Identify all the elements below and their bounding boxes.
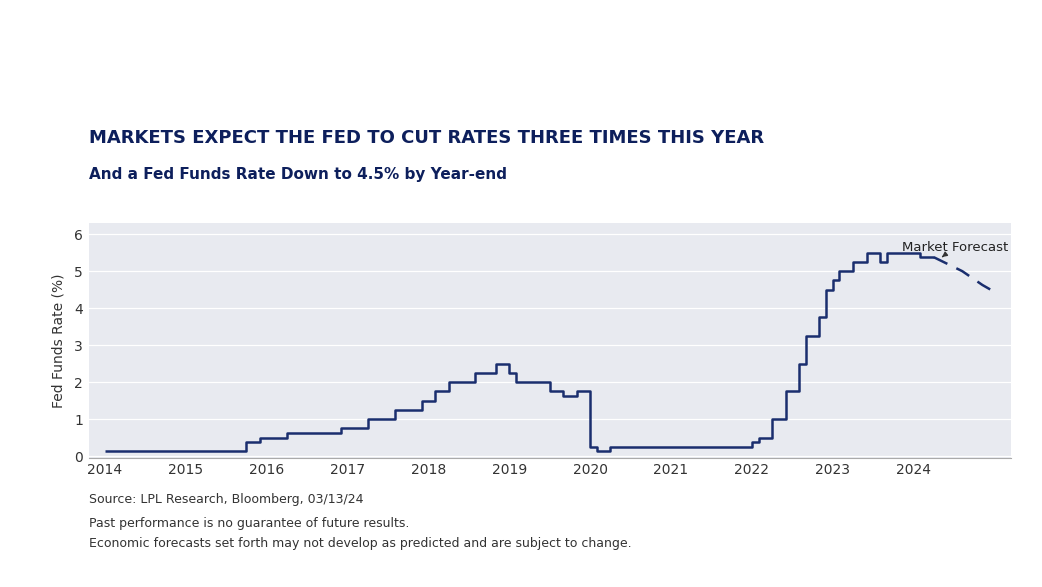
Text: Market Forecast: Market Forecast bbox=[901, 241, 1008, 257]
Text: And a Fed Funds Rate Down to 4.5% by Year-end: And a Fed Funds Rate Down to 4.5% by Yea… bbox=[89, 167, 506, 182]
Text: Source: LPL Research, Bloomberg, 03/13/24: Source: LPL Research, Bloomberg, 03/13/2… bbox=[89, 493, 363, 506]
Y-axis label: Fed Funds Rate (%): Fed Funds Rate (%) bbox=[52, 273, 66, 408]
Text: Economic forecasts set forth may not develop as predicted and are subject to cha: Economic forecasts set forth may not dev… bbox=[89, 537, 631, 550]
Text: Past performance is no guarantee of future results.: Past performance is no guarantee of futu… bbox=[89, 517, 408, 529]
Text: MARKETS EXPECT THE FED TO CUT RATES THREE TIMES THIS YEAR: MARKETS EXPECT THE FED TO CUT RATES THRE… bbox=[89, 129, 764, 147]
